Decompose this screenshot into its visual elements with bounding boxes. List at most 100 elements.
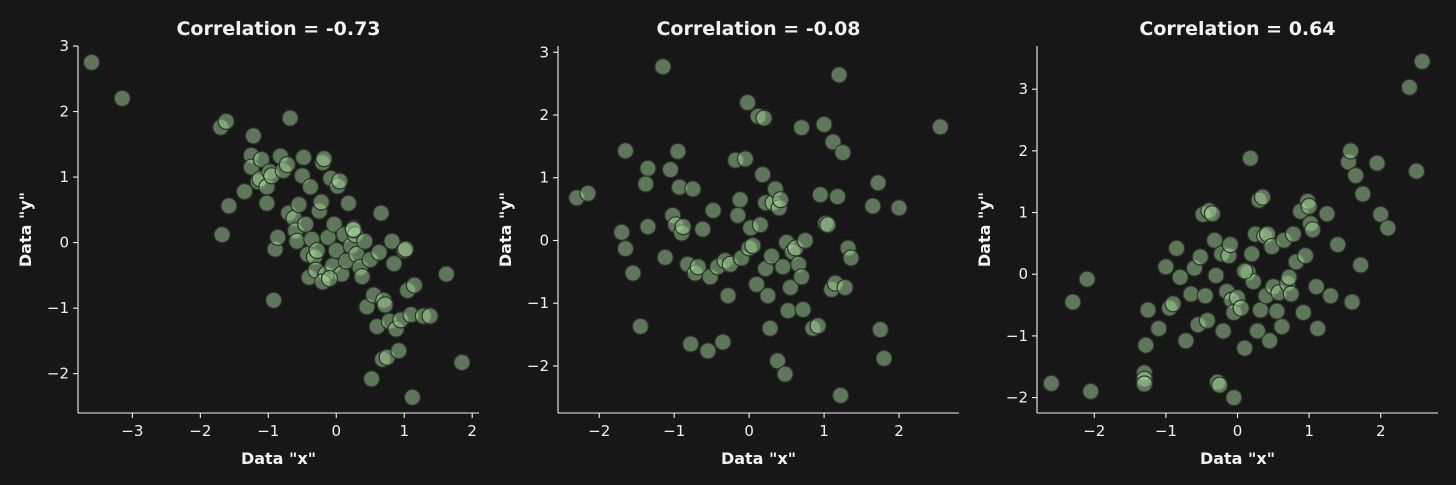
point-2-30 <box>714 333 732 351</box>
point-2-79 <box>828 188 847 206</box>
point-2-16 <box>669 142 687 160</box>
point-3-26 <box>1205 231 1224 249</box>
point-2-85 <box>842 249 860 267</box>
point-3-10 <box>1150 319 1168 338</box>
y-tick-label-1--2: −2 <box>47 365 69 383</box>
point-1-43 <box>315 150 333 168</box>
point-3-75 <box>1321 287 1340 305</box>
point-2-83 <box>836 278 854 297</box>
point-2-10 <box>639 218 657 236</box>
y-tick-label-1--1: −1 <box>47 299 69 317</box>
point-2-80 <box>830 66 848 84</box>
point-3-62 <box>1282 285 1300 303</box>
point-2-38 <box>736 150 755 168</box>
point-2-9 <box>637 175 655 193</box>
point-3-53 <box>1261 332 1279 350</box>
point-1-4 <box>217 112 235 131</box>
point-3-87 <box>1407 162 1426 180</box>
point-1-55 <box>339 194 358 212</box>
point-3-7 <box>1135 375 1154 393</box>
x-tick-label-2-2: 2 <box>894 422 904 440</box>
point-2-32 <box>719 287 737 305</box>
point-3-15 <box>1171 268 1189 286</box>
y-tick-label-2-3: 3 <box>539 43 549 61</box>
y-tick-label-1-3: 3 <box>59 37 69 55</box>
y-tick-label-1-2: 2 <box>59 103 69 121</box>
point-2-13 <box>661 161 680 179</box>
point-2-28 <box>704 201 722 219</box>
point-3-49 <box>1253 188 1272 206</box>
point-1-15 <box>258 194 276 212</box>
point-1-92 <box>344 220 362 239</box>
point-3-80 <box>1347 166 1365 185</box>
panel-title-2: Correlation = -0.08 <box>656 18 860 40</box>
point-3-72 <box>1307 278 1325 296</box>
point-2-50 <box>759 287 777 305</box>
point-3-29 <box>1210 376 1229 394</box>
point-2-25 <box>694 220 712 238</box>
point-1-61 <box>353 268 371 286</box>
point-2-90 <box>890 199 908 217</box>
y-tick-label-2-1: 1 <box>539 169 549 187</box>
points-panel-3 <box>1042 52 1431 407</box>
point-3-22 <box>1196 287 1214 305</box>
point-3-61 <box>1280 268 1298 286</box>
point-1-78 <box>390 342 408 360</box>
point-2-35 <box>729 206 747 224</box>
point-3-20 <box>1191 248 1209 266</box>
point-2-66 <box>792 118 811 137</box>
point-2-68 <box>794 300 812 319</box>
point-2-57 <box>771 191 790 209</box>
point-3-86 <box>1400 78 1419 96</box>
point-1-72 <box>376 296 394 314</box>
point-2-88 <box>871 321 889 339</box>
point-3-83 <box>1368 154 1386 172</box>
points-panel-2 <box>568 58 949 404</box>
y-tick-label-2-2: 2 <box>539 106 549 124</box>
point-2-69 <box>796 231 814 250</box>
y-tick-label-3-0: 0 <box>1018 265 1028 283</box>
point-1-25 <box>281 109 299 127</box>
point-2-19 <box>674 218 692 236</box>
point-2-72 <box>811 186 829 204</box>
y-tick-label-3-1: 1 <box>1018 204 1028 222</box>
point-3-46 <box>1248 322 1267 340</box>
point-3-81 <box>1352 256 1370 274</box>
point-2-62 <box>781 278 800 297</box>
point-1-85 <box>405 276 423 294</box>
point-2-2 <box>579 184 597 202</box>
y-tick-label-3-3: 3 <box>1018 80 1028 98</box>
point-2-52 <box>762 247 781 265</box>
point-3-63 <box>1284 225 1303 243</box>
point-1-5 <box>213 226 231 244</box>
y-axis-label-3: Data "y" <box>975 192 994 267</box>
point-3-79 <box>1343 293 1361 311</box>
point-3-23 <box>1198 311 1217 330</box>
point-1-62 <box>356 232 374 250</box>
point-2-55 <box>768 352 787 370</box>
point-2-6 <box>624 264 642 282</box>
point-2-89 <box>875 349 893 367</box>
point-2-8 <box>639 159 657 177</box>
point-3-71 <box>1304 221 1322 239</box>
x-tick-label-1-0: 0 <box>331 422 341 440</box>
x-tick-label-1--1: −1 <box>257 422 279 440</box>
point-3-66 <box>1294 303 1313 322</box>
point-3-74 <box>1318 205 1336 223</box>
x-tick-label-2--2: −2 <box>588 422 610 440</box>
points-panel-1 <box>82 53 471 406</box>
point-2-7 <box>631 317 650 335</box>
point-1-89 <box>453 353 471 372</box>
point-2-24 <box>689 258 707 276</box>
point-2-71 <box>809 317 827 335</box>
x-tick-label-3--2: −2 <box>1083 422 1105 440</box>
point-2-82 <box>834 144 852 162</box>
scatter-panel-2: −2 −1 0 1 2 −2 −1 0 1 2 3 Correlation = -0.08 Data "… <box>496 18 959 468</box>
x-tick-label-3-0: 0 <box>1233 422 1243 440</box>
point-3-9 <box>1139 301 1157 319</box>
x-tick-label-2-0: 0 <box>744 422 754 440</box>
x-tick-label-3--1: −1 <box>1155 422 1177 440</box>
x-tick-label-1--3: −3 <box>121 422 143 440</box>
point-1-9 <box>244 127 262 145</box>
